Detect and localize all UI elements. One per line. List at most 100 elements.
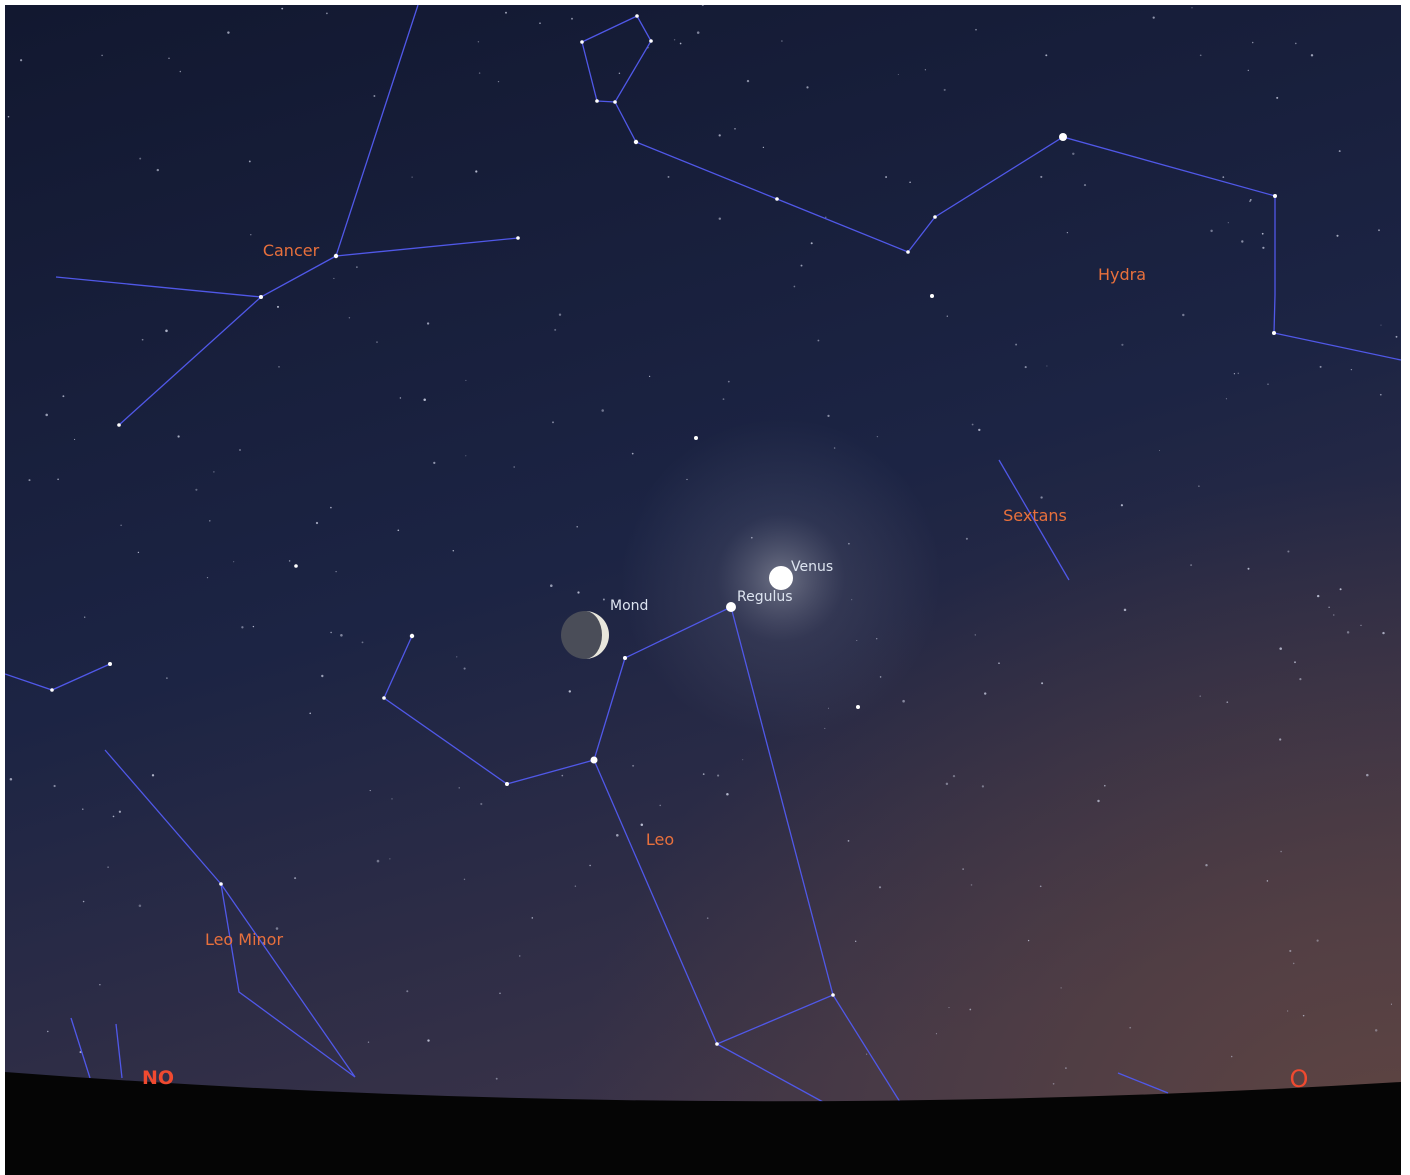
faint-star [496, 1078, 498, 1080]
faint-star [326, 13, 328, 15]
faint-star [316, 522, 318, 524]
faint-star [1303, 1015, 1305, 1017]
faint-star [1328, 607, 1329, 608]
faint-star [377, 860, 380, 863]
faint-star [370, 790, 371, 791]
faint-star [423, 398, 426, 401]
faint-star [953, 775, 955, 777]
faint-star [321, 675, 323, 677]
faint-star [947, 316, 948, 317]
faint-star [1231, 1056, 1233, 1058]
faint-star [1159, 450, 1160, 451]
faint-star [20, 59, 22, 61]
faint-star [1347, 631, 1349, 633]
constellation-label: Hydra [1098, 265, 1146, 284]
faint-star [1248, 70, 1249, 71]
faint-star [962, 868, 963, 869]
faint-star [277, 306, 279, 308]
faint-star [1250, 199, 1252, 201]
faint-star [1200, 54, 1202, 56]
faint-star [1267, 880, 1269, 882]
faint-star [253, 626, 254, 627]
faint-star [569, 690, 571, 692]
faint-star [719, 217, 721, 219]
faint-star [1241, 240, 1243, 242]
faint-star [139, 158, 141, 160]
constellation-label: Leo Minor [205, 930, 284, 949]
faint-star [984, 692, 986, 694]
faint-star [1351, 369, 1352, 370]
faint-star [465, 455, 466, 456]
faint-star [1396, 336, 1398, 338]
faint-star [362, 641, 364, 643]
faint-star [719, 134, 721, 136]
faint-star [855, 941, 856, 942]
faint-star [972, 424, 974, 426]
faint-star [139, 904, 142, 907]
faint-star [1339, 150, 1341, 152]
faint-star [1015, 344, 1017, 346]
faint-star [233, 561, 234, 562]
faint-star [459, 787, 460, 788]
faint-star [513, 466, 515, 468]
faint-star [925, 69, 926, 70]
faint-star [781, 40, 783, 42]
faint-star [427, 1039, 429, 1041]
faint-star [427, 322, 429, 324]
faint-star [1287, 1010, 1288, 1011]
faint-star [1129, 1027, 1131, 1029]
faint-star [1191, 7, 1192, 8]
faint-star [340, 634, 343, 637]
faint-star [909, 181, 911, 183]
faint-star [1061, 987, 1062, 988]
faint-star [1238, 373, 1239, 374]
faint-star [726, 793, 729, 796]
faint-star [1391, 1004, 1392, 1005]
faint-star [944, 89, 946, 91]
faint-star [1072, 153, 1074, 155]
faint-star [1198, 485, 1200, 487]
faint-star [82, 809, 83, 810]
faint-star [1380, 394, 1382, 396]
faint-star [811, 242, 813, 244]
faint-star [1040, 176, 1042, 178]
faint-star [554, 329, 556, 331]
faint-star [747, 80, 749, 82]
faint-star [499, 992, 501, 994]
faint-star [589, 865, 590, 866]
faint-star [406, 990, 408, 992]
constellation-label: Sextans [1003, 506, 1067, 525]
faint-star [825, 217, 826, 218]
faint-star [703, 773, 705, 775]
faint-star [249, 160, 251, 162]
faint-star [389, 858, 390, 859]
faint-star [119, 811, 121, 813]
faint-star [982, 785, 984, 787]
faint-star [278, 366, 279, 367]
faint-star [1267, 383, 1269, 385]
faint-star [1084, 184, 1086, 186]
faint-star [702, 4, 704, 6]
faint-star [209, 520, 210, 521]
faint-star [1317, 940, 1319, 942]
faint-star [478, 41, 479, 42]
faint-star [978, 429, 980, 431]
faint-star [152, 774, 154, 776]
faint-star [397, 529, 399, 531]
faint-star [498, 81, 499, 82]
constellation-label: Leo [646, 830, 674, 849]
faint-star [309, 713, 311, 715]
faint-star [1378, 229, 1380, 231]
faint-star [330, 507, 332, 509]
faint-star [603, 599, 605, 601]
faint-star [975, 634, 976, 635]
faint-star [142, 339, 144, 341]
faint-star [1380, 325, 1381, 326]
faint-star [464, 668, 466, 670]
faint-star [1295, 43, 1297, 45]
faint-star [281, 8, 283, 10]
faint-star [1280, 851, 1282, 853]
faint-star [480, 803, 482, 805]
faint-star [168, 58, 169, 59]
faint-star [1121, 344, 1123, 346]
